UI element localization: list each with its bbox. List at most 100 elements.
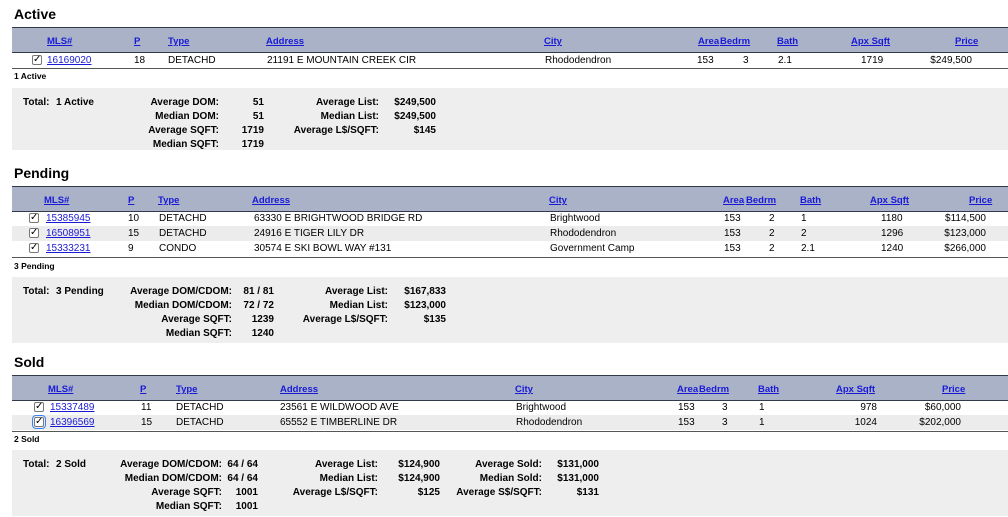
section-title-pending: Pending — [14, 165, 70, 181]
cell-bath: 2.1 — [778, 55, 792, 66]
avg-sqft-label: Average SQFT: — [148, 125, 219, 136]
total-value: 1 Active — [56, 97, 94, 108]
avg-ssqft-label: Average S$/SQFT: — [456, 487, 542, 498]
cell-bedrm: 2 — [769, 243, 775, 254]
cell-p: 11 — [141, 402, 152, 413]
column-bedrm[interactable]: Bedrm — [699, 384, 730, 395]
cell-price: $266,000 — [944, 243, 986, 254]
mls-link[interactable]: 16508951 — [46, 228, 91, 239]
row-checkbox[interactable]: ✓ — [32, 415, 46, 429]
cell-apx-sqft: 1719 — [861, 55, 884, 66]
table-header-pending: MLS# P Type Address City Area Bedrm Bath… — [12, 186, 1008, 212]
med-list-label: Median List: — [320, 111, 379, 122]
avg-dom-label: Average DOM/CDOM: — [120, 459, 222, 470]
avg-lsqft-label: Average L$/SQFT: — [293, 125, 379, 136]
column-area[interactable]: Area — [698, 36, 720, 47]
column-price[interactable]: Price — [969, 195, 993, 206]
cell-area: 153 — [724, 228, 741, 239]
column-address[interactable]: Address — [266, 36, 305, 47]
cell-bedrm: 2 — [769, 228, 775, 239]
count-active: 1 Active — [14, 71, 47, 81]
cell-p: 9 — [128, 243, 134, 254]
cell-address: 24916 E TIGER LILY DR — [254, 228, 365, 239]
avg-lsqft-label: Average L$/SQFT: — [292, 487, 378, 498]
column-bath[interactable]: Bath — [758, 384, 780, 395]
column-city[interactable]: City — [549, 195, 567, 206]
column-type[interactable]: Type — [158, 195, 180, 206]
avg-sqft-value: 1719 — [241, 125, 264, 136]
section-title-sold: Sold — [14, 354, 45, 370]
column-mls[interactable]: MLS# — [44, 195, 70, 206]
cell-bath: 1 — [759, 402, 765, 413]
column-price[interactable]: Price — [942, 384, 966, 395]
summary-sold: Total: 2 Sold Average DOM/CDOM: 64 / 64 … — [12, 450, 1008, 516]
column-city[interactable]: City — [544, 36, 562, 47]
column-city[interactable]: City — [515, 384, 533, 395]
row-checkbox[interactable]: ✓ — [34, 401, 44, 412]
total-label: Total: — [23, 459, 50, 470]
mls-link[interactable]: 15333231 — [46, 243, 91, 254]
avg-dom-value: 51 — [252, 97, 264, 108]
cell-type: DETACHD — [159, 228, 207, 239]
cell-apx-sqft: 978 — [860, 402, 877, 413]
avg-list-label: Average List: — [315, 459, 378, 470]
table-row: ✓ 15337489 11 DETACHD 23561 E WILDWOOD A… — [12, 400, 1008, 415]
column-p[interactable]: P — [128, 195, 135, 206]
avg-dom-value: 81 / 81 — [243, 286, 274, 297]
column-type[interactable]: Type — [168, 36, 190, 47]
column-address[interactable]: Address — [252, 195, 291, 206]
column-bedrm[interactable]: Bedrm — [746, 195, 777, 206]
row-checkbox[interactable]: ✓ — [29, 227, 39, 238]
row-checkbox[interactable]: ✓ — [29, 242, 39, 253]
cell-bedrm: 3 — [722, 417, 728, 428]
mls-link[interactable]: 15385945 — [46, 213, 91, 224]
column-apx-sqft[interactable]: Apx Sqft — [851, 36, 891, 47]
med-dom-label: Median DOM: — [155, 111, 219, 122]
cell-address: 23561 E WILDWOOD AVE — [280, 402, 399, 413]
column-address[interactable]: Address — [280, 384, 319, 395]
cell-type: DETACHD — [168, 55, 216, 66]
column-p[interactable]: P — [134, 36, 141, 47]
total-value: 3 Pending — [56, 286, 104, 297]
cell-price: $60,000 — [924, 402, 961, 413]
avg-lsqft-value: $145 — [413, 125, 436, 136]
column-type[interactable]: Type — [176, 384, 198, 395]
column-area[interactable]: Area — [723, 195, 745, 206]
avg-sqft-value: 1001 — [235, 487, 258, 498]
cell-apx-sqft: 1024 — [854, 417, 877, 428]
mls-link[interactable]: 15337489 — [50, 402, 95, 413]
cell-area: 153 — [724, 243, 741, 254]
row-checkbox[interactable]: ✓ — [32, 54, 42, 65]
row-checkbox[interactable]: ✓ — [29, 212, 39, 223]
cell-city: Government Camp — [550, 243, 635, 254]
column-apx-sqft[interactable]: Apx Sqft — [836, 384, 876, 395]
column-area[interactable]: Area — [677, 384, 699, 395]
med-sqft-label: Median SQFT: — [152, 139, 219, 150]
column-p[interactable]: P — [140, 384, 147, 395]
mls-link[interactable]: 16396569 — [50, 417, 95, 428]
column-price[interactable]: Price — [955, 36, 979, 47]
med-sqft-value: 1240 — [251, 328, 274, 339]
total-value: 2 Sold — [56, 459, 87, 470]
cell-p: 10 — [128, 213, 140, 224]
cell-price: $249,500 — [930, 55, 972, 66]
cell-p: 15 — [128, 228, 140, 239]
total-label: Total: — [23, 286, 50, 297]
column-bedrm[interactable]: Bedrm — [720, 36, 751, 47]
column-mls[interactable]: MLS# — [47, 36, 73, 47]
mls-link[interactable]: 16169020 — [47, 55, 92, 66]
column-apx-sqft[interactable]: Apx Sqft — [870, 195, 910, 206]
cell-type: DETACHD — [159, 213, 207, 224]
avg-sold-label: Average Sold: — [475, 459, 542, 470]
summary-pending: Total: 3 Pending Average DOM/CDOM: 81 / … — [12, 277, 1008, 343]
med-dom-value: 51 — [252, 111, 264, 122]
column-mls[interactable]: MLS# — [48, 384, 74, 395]
med-sqft-value: 1001 — [235, 501, 258, 512]
count-sold: 2 Sold — [14, 434, 40, 444]
avg-sqft-label: Average SQFT: — [161, 314, 232, 325]
cell-area: 153 — [678, 417, 695, 428]
column-bath[interactable]: Bath — [800, 195, 822, 206]
cell-city: Rhododendron — [545, 55, 612, 66]
column-bath[interactable]: Bath — [777, 36, 799, 47]
avg-lsqft-value: $125 — [417, 487, 440, 498]
